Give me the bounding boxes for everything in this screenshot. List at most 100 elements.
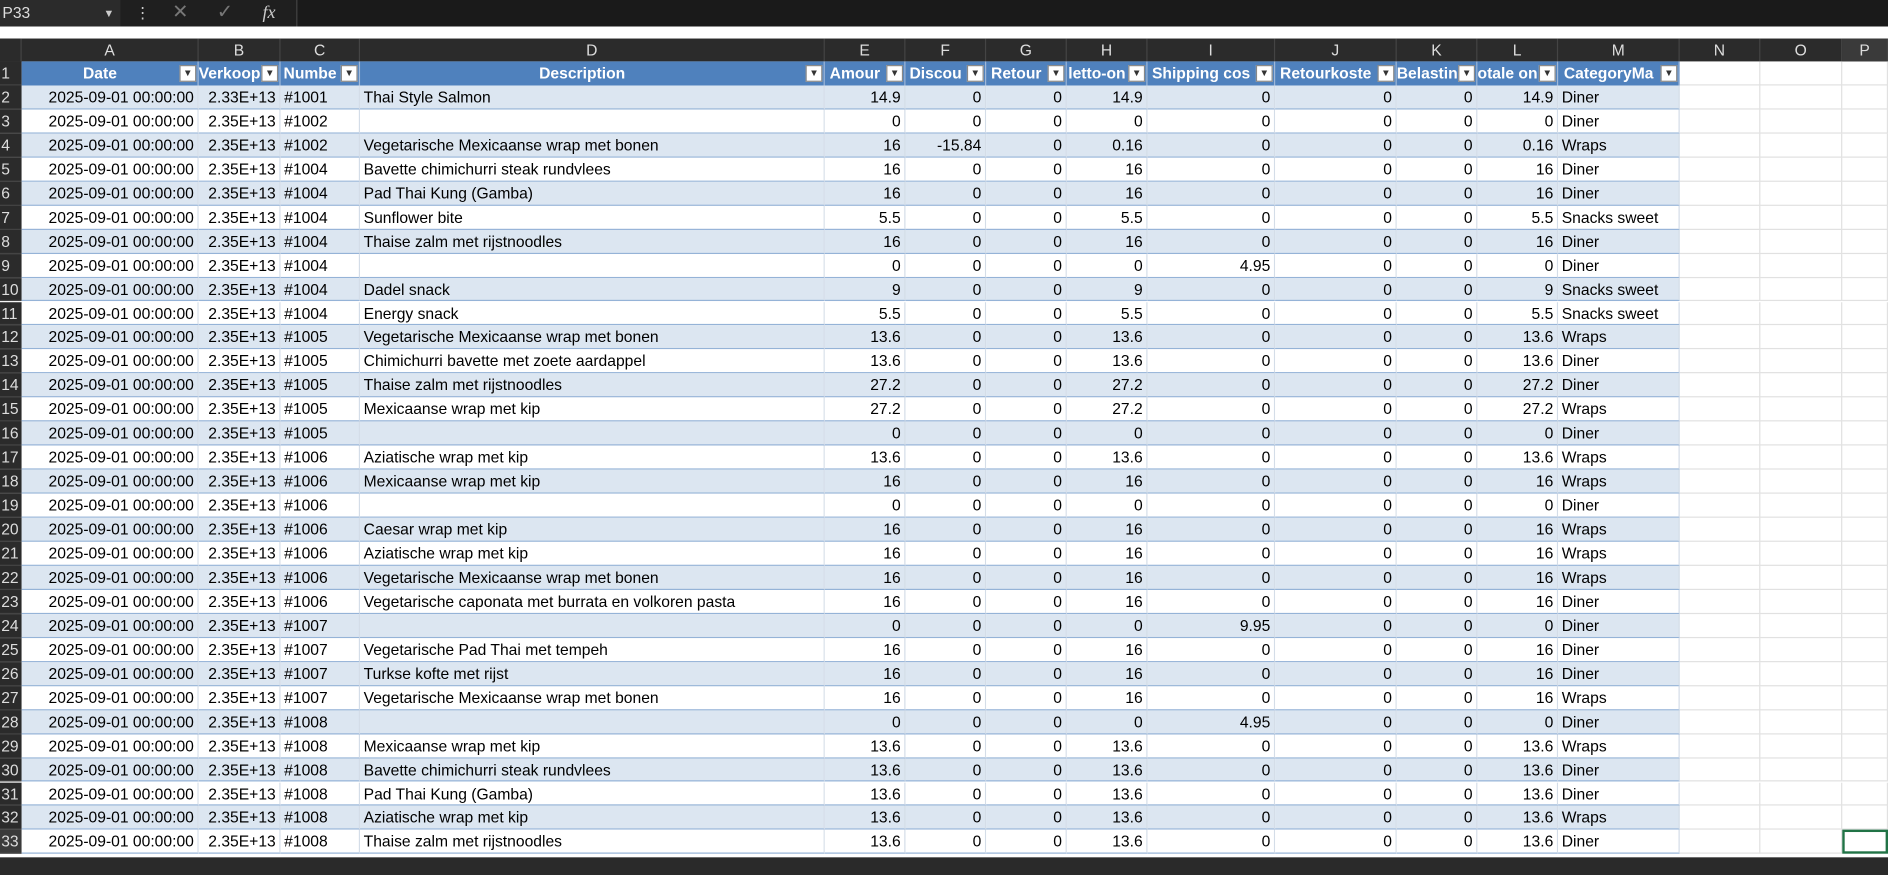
empty-cell[interactable] [1842,734,1888,759]
table-cell[interactable]: 0 [986,709,1067,734]
table-cell[interactable]: 0.16 [1477,133,1559,158]
table-cell[interactable]: Diner [1558,229,1680,254]
table-cell[interactable]: 2.35E+13 [198,157,281,182]
table-cell[interactable]: 13.6 [824,830,906,855]
table-cell[interactable]: Aziatische wrap met kip [360,806,825,831]
table-cell[interactable]: Energy snack [360,301,825,326]
table-cell[interactable]: 16 [1477,517,1559,542]
table-cell[interactable]: Wraps [1558,541,1680,566]
table-cell[interactable]: 16 [824,133,906,158]
empty-cell[interactable] [1679,229,1761,254]
table-cell[interactable]: 0 [1275,85,1397,110]
row-number[interactable]: 30 [0,758,22,783]
table-cell[interactable]: 0 [905,301,987,326]
row-number[interactable]: 14 [0,373,22,398]
empty-cell[interactable] [1760,301,1843,326]
table-cell[interactable]: 0 [905,157,987,182]
empty-cell[interactable] [1679,541,1761,566]
empty-cell[interactable] [1842,229,1888,254]
table-cell[interactable]: Diner [1558,830,1680,855]
table-cell[interactable]: Chimichurri bavette met zoete aardappel [360,349,825,374]
table-cell[interactable]: 16 [1066,229,1148,254]
table-cell[interactable]: 0 [1147,85,1276,110]
table-cell[interactable]: 0 [1147,397,1276,422]
empty-cell[interactable] [1760,109,1843,134]
table-cell[interactable]: 2.35E+13 [198,613,281,638]
table-cell[interactable]: 2.35E+13 [198,517,281,542]
table-cell[interactable]: 0 [986,229,1067,254]
table-cell[interactable]: 0 [986,758,1067,783]
table-cell[interactable]: 4.95 [1147,709,1276,734]
table-cell[interactable]: 0 [1147,349,1276,374]
table-cell[interactable]: 2.33E+13 [198,85,281,110]
table-cell[interactable]: #1008 [280,806,361,831]
table-cell[interactable]: Snacks sweet [1558,277,1680,302]
table-cell[interactable]: 16 [1477,685,1559,710]
row-number[interactable]: 32 [0,806,22,831]
empty-cell[interactable] [1842,758,1888,783]
table-cell[interactable]: 2.35E+13 [198,421,281,446]
table-cell[interactable]: 2025-09-01 00:00:00 [21,253,199,278]
table-cell[interactable]: 13.6 [1066,349,1148,374]
empty-cell[interactable] [1760,325,1843,350]
table-cell[interactable]: 0 [1275,253,1397,278]
empty-cell[interactable] [1760,517,1843,542]
table-cell[interactable]: 27.2 [1477,397,1559,422]
empty-cell[interactable] [1760,493,1843,518]
row-number[interactable]: 26 [0,661,22,686]
table-cell[interactable]: 16 [824,685,906,710]
table-cell[interactable]: 14.9 [1477,85,1559,110]
table-cell[interactable] [360,109,825,134]
table-cell[interactable]: 0 [905,637,987,662]
table-cell[interactable]: 5.5 [824,301,906,326]
row-number[interactable]: 6 [0,181,22,206]
table-cell[interactable]: 0 [1396,806,1478,831]
table-cell[interactable]: Diner [1558,613,1680,638]
row-number[interactable]: 31 [0,782,22,807]
table-cell[interactable]: 0 [1147,469,1276,494]
empty-cell[interactable] [1842,373,1888,398]
table-cell[interactable]: 0 [905,229,987,254]
table-cell[interactable]: 0 [1275,277,1397,302]
table-cell[interactable]: 16 [824,469,906,494]
table-cell[interactable]: 16 [1477,661,1559,686]
table-cell[interactable]: Diner [1558,373,1680,398]
table-cell[interactable]: 0 [1066,709,1148,734]
table-cell[interactable]: 0 [986,445,1067,470]
table-cell[interactable]: 16 [824,637,906,662]
empty-cell[interactable] [1679,782,1761,807]
table-cell[interactable]: Diner [1558,782,1680,807]
table-cell[interactable]: 2025-09-01 00:00:00 [21,181,199,206]
table-cell[interactable]: Vegetarische Pad Thai met tempeh [360,637,825,662]
empty-cell[interactable] [1842,469,1888,494]
filter-button[interactable]: ▼ [1377,65,1395,82]
row-number[interactable]: 5 [0,157,22,182]
column-letter[interactable]: M [1558,38,1680,62]
table-cell[interactable]: 0 [824,421,906,446]
table-cell[interactable]: Aziatische wrap met kip [360,541,825,566]
table-cell[interactable]: 4.95 [1147,253,1276,278]
table-cell[interactable]: 2025-09-01 00:00:00 [21,325,199,350]
table-cell[interactable]: 0 [986,734,1067,759]
empty-cell[interactable] [1842,301,1888,326]
table-cell[interactable]: Diner [1558,709,1680,734]
table-cell[interactable]: Snacks sweet [1558,205,1680,230]
empty-cell[interactable] [1679,613,1761,638]
table-cell[interactable]: 0 [1477,109,1559,134]
table-cell[interactable]: 0 [905,397,987,422]
table-cell[interactable]: 0 [986,181,1067,206]
table-cell[interactable]: 0 [1396,421,1478,446]
table-cell[interactable]: 16 [824,541,906,566]
empty-cell[interactable] [1679,397,1761,422]
table-cell[interactable]: 0 [986,325,1067,350]
table-cell[interactable]: Diner [1558,421,1680,446]
empty-cell[interactable] [1679,565,1761,590]
table-cell[interactable]: 0 [986,349,1067,374]
empty-cell[interactable] [1760,565,1843,590]
table-cell[interactable]: 5.5 [1066,205,1148,230]
table-cell[interactable]: 2.35E+13 [198,469,281,494]
row-number[interactable]: 19 [0,493,22,518]
table-cell[interactable]: 13.6 [1477,758,1559,783]
empty-cell[interactable] [1760,709,1843,734]
table-cell[interactable]: 16 [824,661,906,686]
